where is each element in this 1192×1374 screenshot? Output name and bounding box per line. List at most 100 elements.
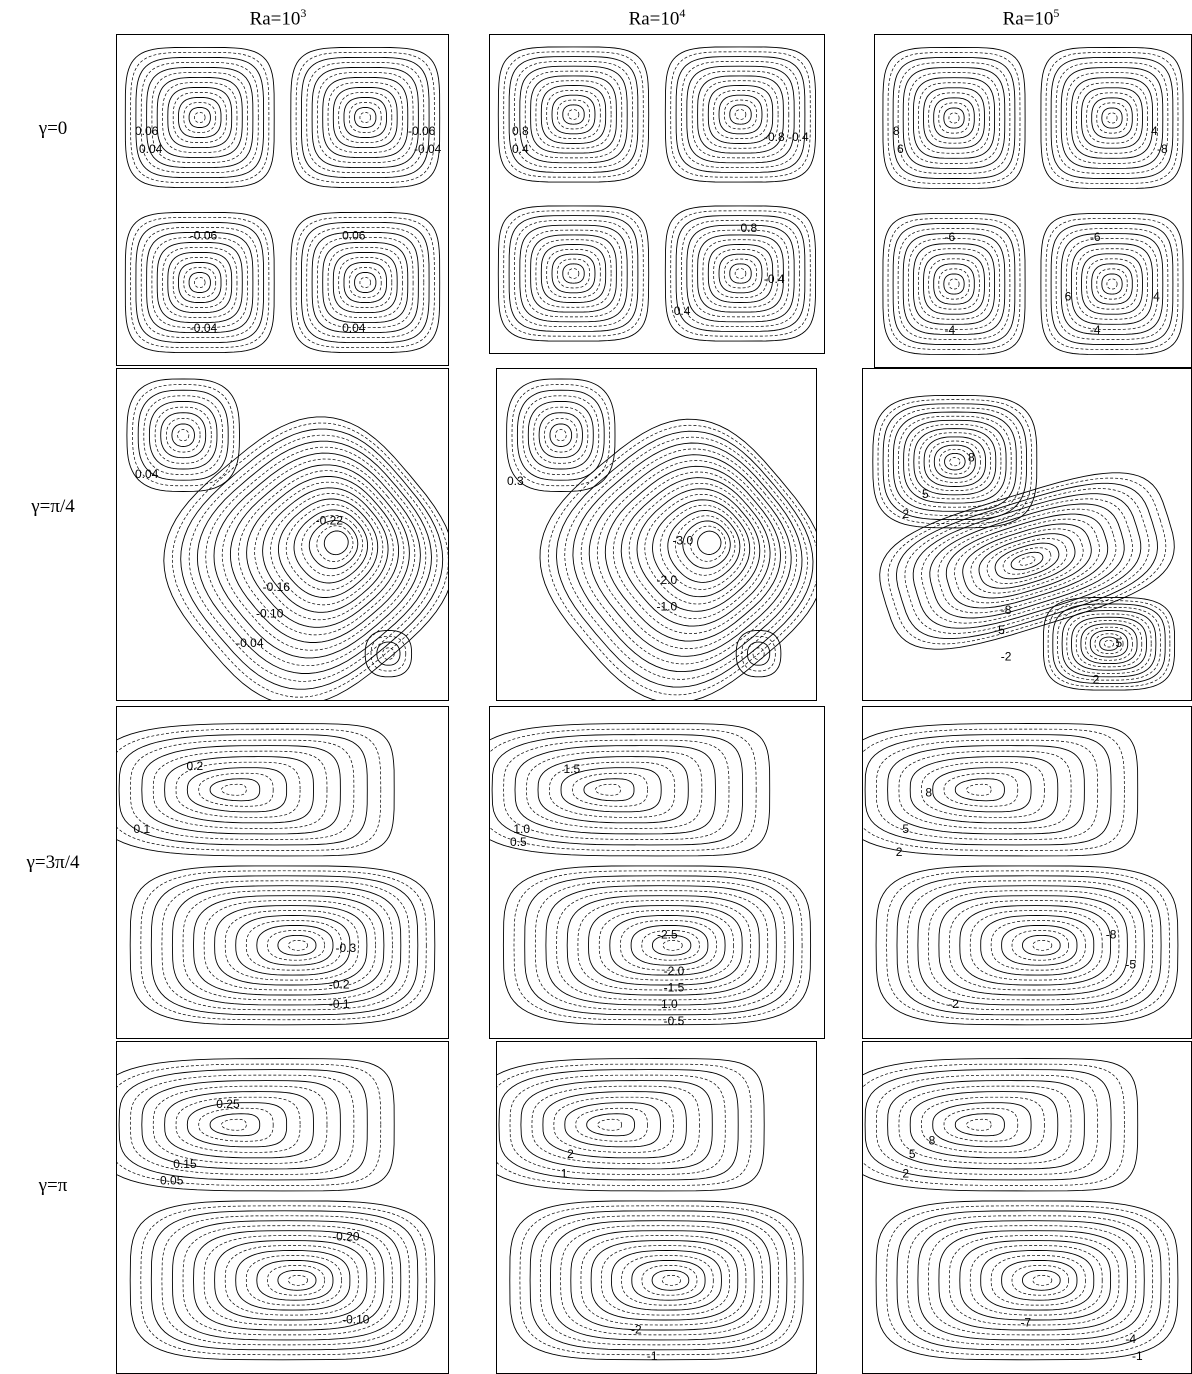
streamline-solid (729, 104, 752, 125)
streamline-solid (129, 1200, 436, 1361)
column-header-ra5: Ra=105 (931, 6, 1131, 30)
contour-value-label: 4 (1153, 290, 1160, 304)
streamline-solid (945, 513, 1109, 609)
streamline-solid (300, 221, 430, 344)
streamline-dashed (254, 481, 394, 621)
streamline-solid (892, 411, 1017, 512)
streamline-solid (376, 641, 401, 666)
contour-value-label: 6 (897, 142, 904, 156)
streamline-dashed (572, 772, 648, 807)
streamline-dashed (567, 268, 580, 279)
streamline-solid (146, 66, 254, 169)
streamline-solid (994, 542, 1060, 580)
streamline-solid (1101, 107, 1123, 129)
row-header-gamma-pi-4: γ=π/4 (31, 496, 75, 517)
contour-value-label: 0.8 (512, 124, 529, 138)
streamline-solid (524, 875, 794, 1016)
streamline-dashed (165, 417, 201, 453)
streamline-solid (586, 1113, 636, 1137)
streamline-solid (912, 243, 996, 325)
streamline-solid (938, 1230, 1128, 1331)
contour-value-label: -6 (945, 230, 956, 244)
streamline-dashed (295, 52, 435, 183)
streamline-solid (943, 273, 965, 295)
streamline-solid (332, 251, 398, 314)
streamline-dashed (140, 870, 427, 1021)
streamline-dashed (691, 229, 790, 318)
streamline-solid (686, 65, 795, 164)
streamline-dashed (198, 1107, 274, 1142)
streamline-solid (980, 915, 1095, 976)
streamline-dashed (175, 1096, 301, 1153)
streamline-dashed (921, 498, 1133, 624)
streamline-solid (178, 97, 222, 138)
streamline-solid (246, 476, 400, 628)
streamline-solid (610, 1250, 722, 1311)
streamline-dashed (539, 1215, 780, 1346)
streamline-dashed (1103, 640, 1115, 648)
streamline-dashed (188, 434, 438, 682)
streamline-dashed (887, 52, 1021, 184)
streamline-dashed (1011, 930, 1069, 961)
streamline-dashed (370, 635, 407, 672)
streamline-dashed (928, 890, 1137, 1001)
streamline-solid (126, 378, 240, 492)
contour-value-label: -2 (948, 997, 959, 1011)
streamline-solid (902, 233, 1006, 335)
streamline-solid (875, 865, 1179, 1026)
contour-value-label: -0.4 (788, 130, 809, 144)
contour-value-label: -2 (1001, 649, 1012, 663)
streamline-solid (186, 767, 288, 813)
streamline-dashed (641, 930, 700, 961)
column-header-exponent: 5 (1053, 6, 1060, 20)
streamline-dashed (382, 647, 395, 660)
streamline-solid (1052, 603, 1166, 684)
contour-value-label: 5 (909, 1147, 916, 1161)
streamline-solid (588, 905, 743, 986)
contour-value-label: 2 (896, 845, 903, 859)
streamline-dashed (752, 647, 765, 660)
contour-value-label: -5 (1125, 957, 1136, 971)
streamline-dashed (948, 900, 1120, 991)
contour-value-label: 1 (561, 1167, 568, 1181)
streamline-dashed (245, 1255, 342, 1306)
streamline-solid (651, 934, 692, 956)
streamline-dashed (949, 457, 961, 467)
contour-value-label: -8 (1001, 603, 1012, 617)
streamline-dashed (490, 728, 757, 851)
streamline-dashed (580, 448, 797, 665)
streamline-solid (697, 75, 784, 154)
contour-value-label: -0.3 (335, 941, 356, 955)
streamline-dashed (921, 1096, 1045, 1153)
streamline-dashed (863, 728, 1125, 851)
streamline-dashed (338, 92, 393, 143)
streamline-solid (124, 211, 275, 354)
streamline-dashed (1055, 62, 1169, 174)
streamline-dashed (267, 930, 325, 961)
contour-value-label: 0.25 (216, 1097, 240, 1111)
contour-plot: 852 -7 -4 -1 (863, 1058, 1179, 1363)
streamline-solid (896, 482, 1158, 640)
streamline-solid (954, 778, 1005, 802)
contour-value-label: 2 (902, 507, 909, 521)
streamline-solid (933, 444, 976, 479)
contour-value-label: 6 (1065, 290, 1072, 304)
streamline-dashed (986, 538, 1068, 584)
streamline-solid (549, 1220, 771, 1341)
streamline-solid (229, 464, 410, 643)
streamline-solid (277, 1269, 317, 1291)
contour-value-label: -0.20 (332, 1230, 360, 1244)
streamline-solid (1099, 636, 1119, 651)
streamline-solid (497, 1058, 765, 1192)
streamline-solid (1089, 630, 1129, 658)
contour-panel-ra5-gamma-pi: 8 5 2 -7 -4 -1 (862, 1041, 1192, 1374)
streamline-dashed (531, 1085, 700, 1164)
streamline-solid (193, 1230, 385, 1331)
streamline-solid (1081, 253, 1143, 315)
streamline-solid (164, 756, 314, 824)
streamline-solid (664, 205, 817, 342)
streamline-dashed (596, 460, 787, 650)
streamline-solid (213, 452, 421, 659)
streamline-solid (167, 86, 233, 149)
contour-value-label: -2.5 (657, 928, 678, 942)
